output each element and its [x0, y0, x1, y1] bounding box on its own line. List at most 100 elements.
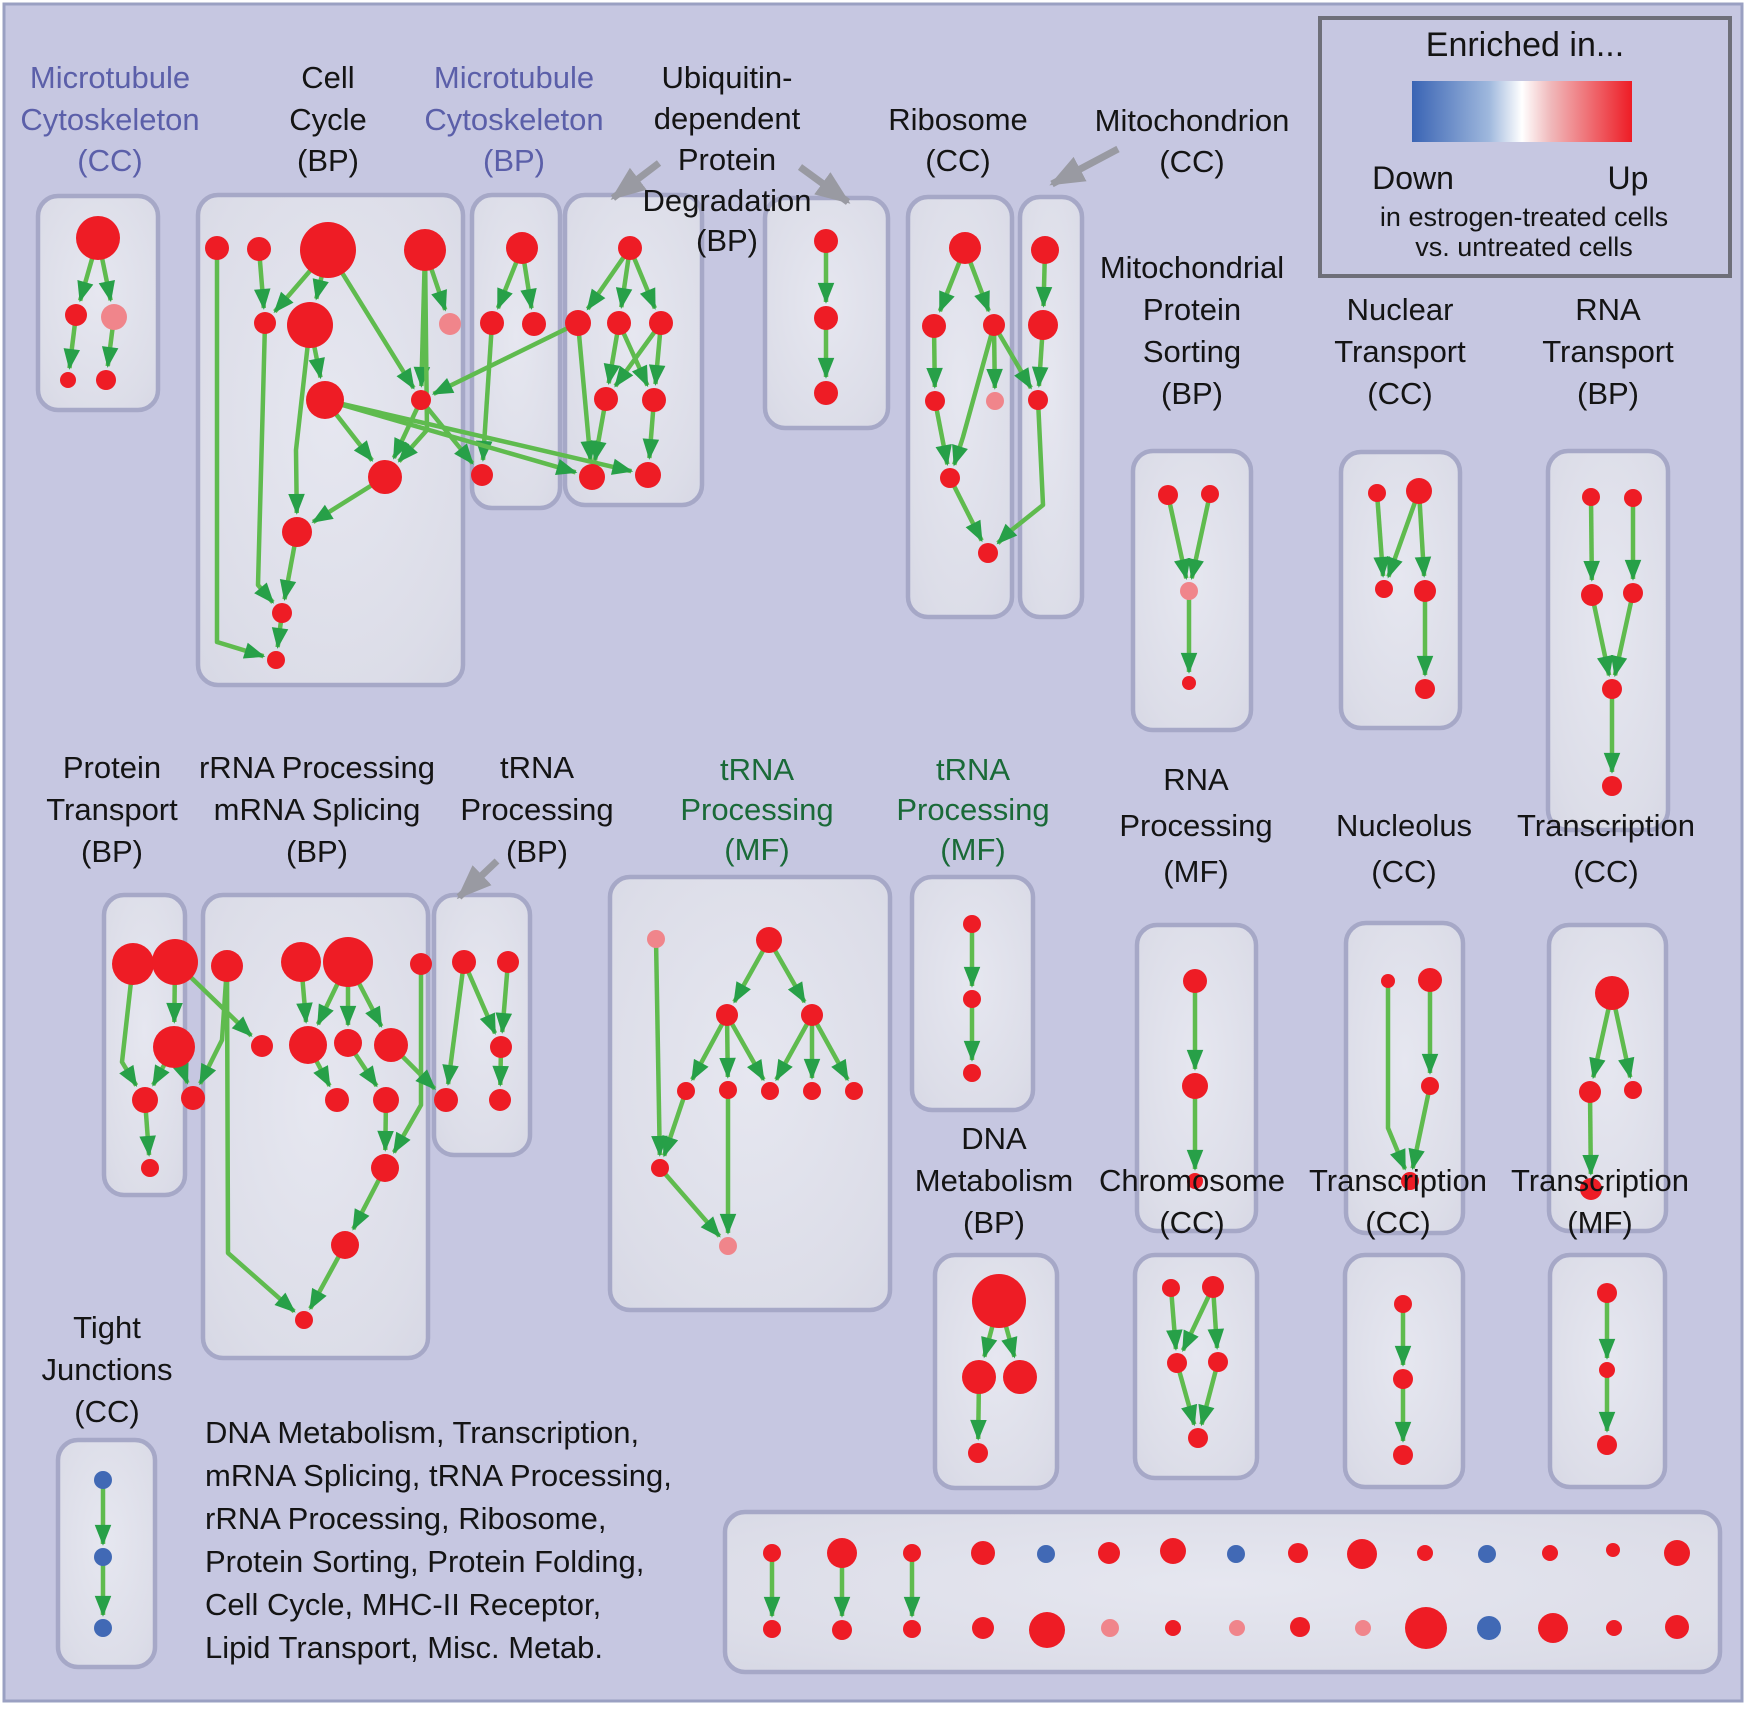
rrna-label: mRNA Splicing [214, 792, 421, 827]
rna-processing-label: Processing [1119, 808, 1272, 843]
go-term-node-microtubule-bp [480, 311, 504, 335]
go-term-node-mixed-terms-strip [1606, 1543, 1620, 1557]
go-term-node-mixed-terms-strip [1037, 1545, 1055, 1563]
misc-terms-text: Lipid Transport, Misc. Metab. [205, 1630, 603, 1665]
go-term-node-transcription-cc-mid [1595, 976, 1629, 1010]
go-term-node-cell-cycle [300, 222, 356, 278]
go-term-node-dna-metabolism [962, 1360, 996, 1394]
go-term-node-mixed-terms-strip [1098, 1542, 1120, 1564]
misc-terms-text: Protein Sorting, Protein Folding, [205, 1544, 644, 1579]
go-term-node-nuclear-transport [1368, 484, 1386, 502]
go-term-node-rrna-mrna-processing [295, 1311, 313, 1329]
go-term-node-chromosome [1188, 1428, 1208, 1448]
go-term-node-microtubule-bp [471, 464, 493, 486]
cluster-box-nucleolus [1343, 920, 1466, 1236]
go-term-node-ribosome [986, 392, 1004, 410]
mito-sorting-label: (BP) [1161, 376, 1223, 411]
go-term-node-protein-transport [141, 1159, 159, 1177]
edge-ribosome [952, 324, 997, 467]
ubiquitin-label: Protein [678, 142, 776, 177]
misc-terms-text: mRNA Splicing, tRNA Processing, [205, 1458, 672, 1493]
edge-ribosome [932, 400, 952, 467]
rna-processing-label: RNA [1163, 762, 1229, 797]
edge-nuclear-transport [1373, 492, 1390, 578]
legend-box [1318, 16, 1732, 278]
go-term-node-rna-processing-mf [1182, 1073, 1208, 1099]
mt-cc-label: (CC) [77, 143, 142, 178]
cross-edge-cc-to-mtbp [419, 398, 475, 465]
go-term-node-mixed-terms-strip [903, 1544, 921, 1562]
go-term-node-protein-transport [181, 1086, 205, 1110]
go-term-node-rrna-mrna-processing [371, 1154, 399, 1182]
label-layer: Microtubule Cytoskeleton (CC) Cell Cycle (BP)… [20, 60, 1695, 1665]
ribosome-label: (CC) [925, 143, 990, 178]
cell-cycle-label: (BP) [297, 143, 359, 178]
go-term-node-microtubule-bp [522, 312, 546, 336]
go-term-node-rrna-mrna-processing [410, 953, 432, 975]
go-term-node-trna-processing-mf-large [651, 1159, 669, 1177]
go-term-node-rrna-mrna-processing [281, 942, 321, 982]
go-term-node-protein-transport [132, 1087, 158, 1113]
go-term-node-rna-transport [1623, 583, 1643, 603]
go-term-node-rna-transport [1581, 584, 1603, 606]
go-term-node-trna-processing-bp [497, 951, 519, 973]
go-term-node-cell-cycle [272, 603, 292, 623]
go-term-node-chromosome [1167, 1353, 1187, 1373]
nuclear-transport-label: (CC) [1367, 376, 1432, 411]
go-term-node-transcription-cc-mid [1624, 1081, 1642, 1099]
go-term-node-mito-protein-sorting [1158, 485, 1178, 505]
go-term-node-ubiquitin-degradation [642, 388, 666, 412]
go-term-node-nuclear-transport [1406, 478, 1432, 504]
go-term-node-tight-junctions [94, 1471, 112, 1489]
go-term-node-mixed-terms-strip [1288, 1543, 1308, 1563]
ubiquitin-label: (BP) [696, 223, 758, 258]
go-term-node-cell-cycle [267, 651, 285, 669]
edge-nucleolus [1385, 981, 1408, 1171]
go-term-node-ribosome [978, 543, 998, 563]
rrna-label: rRNA Processing [199, 750, 435, 785]
go-term-node-rna-transport [1582, 488, 1600, 506]
edge-trna-processing-mf-large [774, 1013, 814, 1082]
transcription-cc-label: (CC) [1573, 854, 1638, 889]
pointer-layer [456, 145, 1120, 900]
go-term-node-nucleolus [1381, 974, 1395, 988]
rna-transport-label: (BP) [1577, 376, 1639, 411]
mt-cc-label: Cytoskeleton [20, 102, 199, 137]
go-term-node-dna-metabolism [968, 1443, 988, 1463]
edge-cell-cycle [254, 322, 275, 604]
ribosome-label: Ribosome [888, 102, 1028, 137]
go-term-node-mixed-terms-strip [1405, 1607, 1447, 1649]
mt-bp-label: Cytoskeleton [424, 102, 603, 137]
go-term-node-dna-metabolism [1003, 1360, 1037, 1394]
trna-mf-label-1: Processing [680, 792, 833, 827]
trna-mf-label-2: tRNA [936, 752, 1010, 787]
go-term-node-mixed-terms-strip [1606, 1620, 1622, 1636]
rna-transport-label: RNA [1575, 292, 1641, 327]
nucleolus-label: Nucleolus [1336, 808, 1472, 843]
edge-cell-cycle [288, 324, 313, 515]
go-term-node-cell-cycle [254, 312, 276, 334]
go-term-node-mitochondrion [1028, 310, 1058, 340]
go-term-node-ubiquitin-degradation [607, 311, 631, 335]
protein-transport-label: (BP) [81, 834, 143, 869]
go-term-node-trna-processing-mf-large [761, 1082, 779, 1100]
go-term-node-cell-cycle [287, 302, 333, 348]
edge-rna-transport [1589, 594, 1614, 678]
mito-sorting-label: Sorting [1143, 334, 1241, 369]
edge-nuclear-transport [1414, 490, 1432, 578]
go-term-node-mixed-terms-strip [972, 1617, 994, 1639]
go-term-node-trna-processing-mf-large [647, 930, 665, 948]
go-term-node-protein-degradation-2 [814, 229, 838, 253]
go-term-node-nuclear-transport [1375, 580, 1393, 598]
go-term-node-ubiquitin-degradation [594, 387, 618, 411]
go-term-node-trna-processing-bp [434, 1088, 458, 1112]
dna-metabolism-label: (BP) [963, 1205, 1025, 1240]
cluster-box-dna-metabolism [932, 1252, 1060, 1491]
rrna-label: (BP) [286, 834, 348, 869]
trna-bp-label: Processing [460, 792, 613, 827]
node-layer [60, 216, 1690, 1649]
cluster-box-trna-processing-bp [431, 892, 533, 1158]
edge-nucleolus [1408, 1085, 1433, 1171]
